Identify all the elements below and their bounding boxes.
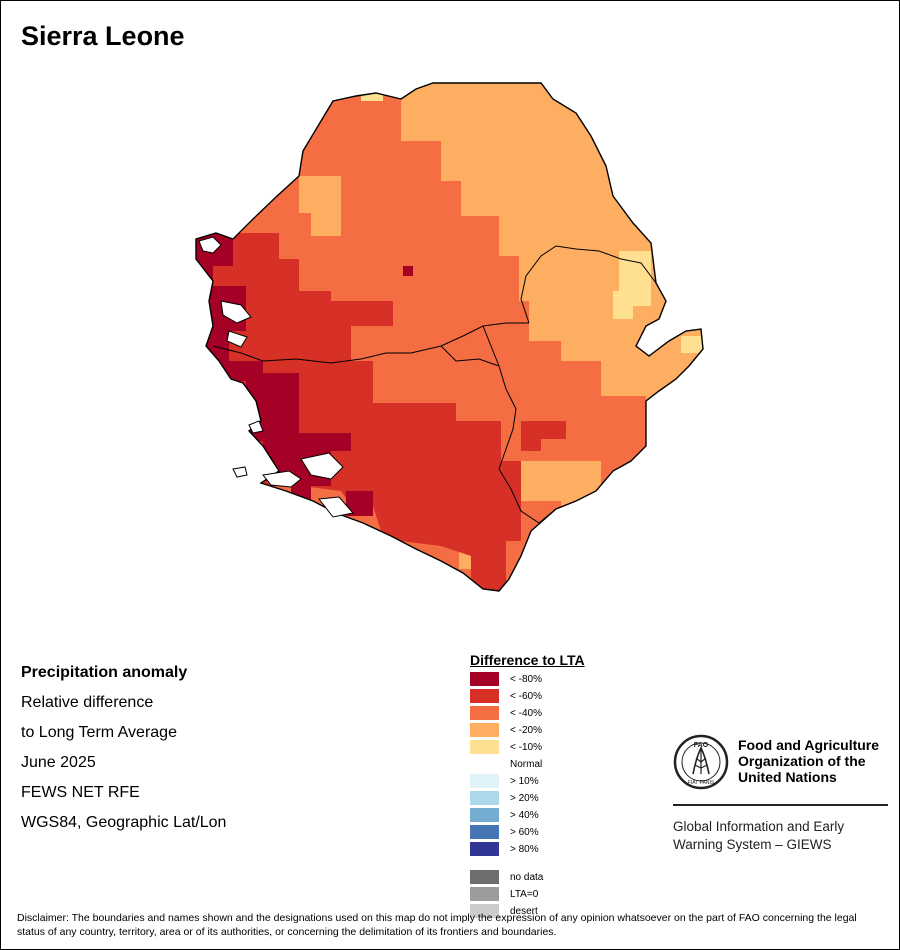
info-projection: WGS84, Geographic Lat/Lon	[21, 814, 227, 831]
map-info-block: Precipitation anomaly Relative differenc…	[21, 658, 226, 838]
legend: Difference to LTA < -80% < -60% < -40% <…	[470, 652, 585, 918]
legend-item-lt-80: < -80%	[470, 672, 542, 686]
legend-item-gt-20: > 20%	[470, 791, 539, 805]
province-boundaries	[212, 245, 657, 524]
coastal-islands	[198, 236, 354, 518]
legend-swatch	[470, 757, 499, 771]
legend-swatch	[470, 740, 499, 754]
anomaly-zone-20-north	[299, 176, 341, 236]
legend-label: > 80%	[510, 843, 539, 855]
legend-swatch	[470, 825, 499, 839]
legend-label: < -40%	[510, 707, 542, 719]
legend-label: > 10%	[510, 775, 539, 787]
fao-logo-icon: FAO FIAT PANIS	[673, 734, 729, 790]
legend-label: < -80%	[510, 673, 542, 685]
legend-swatch	[470, 723, 499, 737]
info-line1: Relative difference	[21, 694, 154, 711]
legend-label: > 60%	[510, 826, 539, 838]
legend-title: Difference to LTA	[470, 652, 585, 668]
legend-item-lt-20: < -20%	[470, 723, 542, 737]
legend-item-gt-10: > 10%	[470, 774, 539, 788]
legend-label: < -10%	[510, 741, 542, 753]
fao-logo-motto: FIAT PANIS	[688, 780, 715, 786]
legend-item-gt-80: > 80%	[470, 842, 539, 856]
legend-label: no data	[510, 871, 544, 883]
legend-item-desert: desert	[470, 904, 538, 918]
anomaly-patch	[509, 298, 519, 308]
legend-swatch	[470, 689, 499, 703]
legend-item-lt-10: < -10%	[470, 740, 542, 754]
disclaimer: Disclaimer: The boundaries and names sho…	[17, 912, 857, 938]
legend-item-lta-zero: LTA=0	[470, 887, 538, 901]
anomaly-patch	[393, 286, 405, 298]
country-border	[195, 82, 704, 592]
legend-item-gt-60: > 60%	[470, 825, 539, 839]
legend-swatch	[470, 706, 499, 720]
legend-item-no-data: no data	[470, 870, 543, 884]
fao-name-line1: Food and Agriculture	[738, 737, 880, 753]
legend-label: Normal	[510, 758, 543, 770]
fao-divider	[673, 804, 888, 806]
anomaly-zone-20-south	[351, 461, 601, 569]
legend-item-lt-60: < -60%	[470, 689, 542, 703]
legend-swatch	[470, 791, 499, 805]
legend-label: > 20%	[510, 792, 539, 804]
fao-branding: FAO FIAT PANIS Food and Agriculture Orga…	[673, 734, 889, 854]
anomaly-zone-10	[361, 89, 703, 353]
giews-line2: Warning System – GIEWS	[673, 837, 832, 852]
legend-label: > 40%	[510, 809, 539, 821]
map-title: Sierra Leone	[21, 21, 185, 51]
fao-name-line3: United Nations	[738, 769, 837, 785]
anomaly-zone-80	[196, 233, 413, 516]
legend-swatch	[470, 774, 499, 788]
giews-line1: Global Information and Early	[673, 819, 845, 834]
info-period: June 2025	[21, 754, 96, 771]
anomaly-zone-60	[196, 233, 566, 591]
fao-logo-text: FAO	[694, 742, 709, 749]
legend-item-normal: Normal	[470, 757, 542, 771]
legend-item-gt-40: > 40%	[470, 808, 539, 822]
legend-swatch	[470, 842, 499, 856]
legend-swatch	[470, 870, 499, 884]
info-source: FEWS NET RFE	[21, 784, 140, 801]
legend-label: desert	[510, 905, 538, 917]
legend-swatch	[470, 672, 499, 686]
legend-swatch	[470, 887, 499, 901]
legend-swatch	[470, 808, 499, 822]
fao-name: Food and Agriculture Organization of the…	[738, 737, 879, 785]
info-heading: Precipitation anomaly	[21, 664, 188, 681]
legend-label: < -20%	[510, 724, 542, 736]
info-line2: to Long Term Average	[21, 724, 177, 741]
legend-swatch	[470, 904, 499, 918]
legend-label: LTA=0	[510, 888, 539, 900]
fao-name-line2: Organization of the	[738, 753, 866, 769]
legend-item-lt-40: < -40%	[470, 706, 542, 720]
legend-label: < -60%	[510, 690, 542, 702]
giews-name: Global Information and Early Warning Sys…	[673, 818, 889, 854]
